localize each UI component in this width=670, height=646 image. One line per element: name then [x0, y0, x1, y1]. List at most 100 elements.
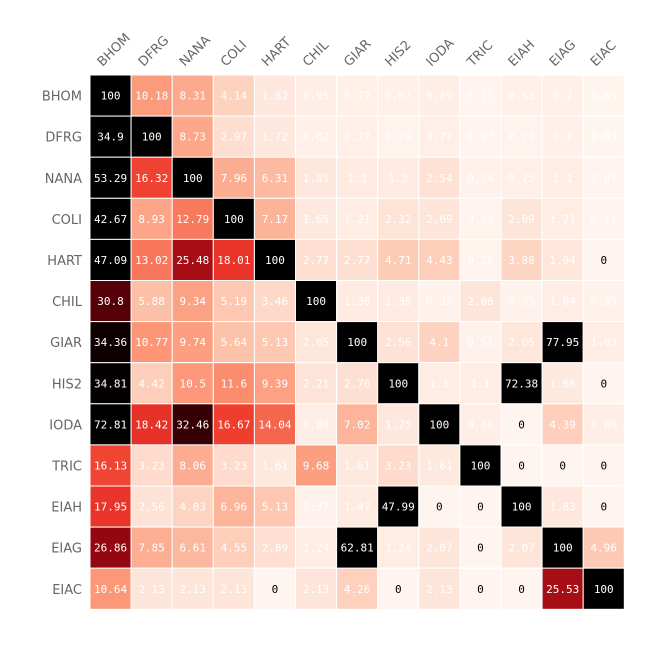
cell-value-label: 2.05	[508, 336, 535, 349]
x-tick-label: CHIL	[300, 38, 332, 70]
cell-value-label: 2.13	[303, 583, 330, 596]
cell-value-label: 0.7	[553, 131, 573, 144]
heatmap-cell	[89, 238, 132, 281]
cell-value-label: 7.17	[262, 213, 289, 226]
cell-value-label: 7.96	[221, 172, 248, 185]
cell-value-label: 2.56	[385, 336, 412, 349]
heatmap-cell	[418, 115, 461, 158]
heatmap-cell	[377, 362, 420, 405]
cell-value-label: 1.85	[303, 172, 330, 185]
y-tick-label: BHOM	[42, 90, 82, 105]
cell-value-label: 8.93	[138, 213, 165, 226]
heatmap-cell	[130, 238, 173, 281]
cell-value-label: 3.23	[138, 459, 165, 472]
cell-value-label: 1.24	[385, 542, 412, 555]
heatmap-cell	[130, 485, 173, 528]
heatmap-cell	[418, 197, 461, 240]
cell-value-label: 11.6	[221, 377, 248, 390]
heatmap-cell	[541, 526, 584, 569]
heatmap-cell	[377, 526, 420, 569]
heatmap-cell	[459, 444, 502, 487]
cell-value-label: 9.39	[262, 377, 289, 390]
heatmap-cell	[253, 444, 296, 487]
cell-value-label: 18.42	[135, 418, 168, 431]
cell-value-label: 9.34	[180, 295, 207, 308]
cell-value-label: 1.61	[344, 459, 371, 472]
cell-value-label: 8.73	[180, 131, 207, 144]
cell-value-label: 0.03	[591, 131, 618, 144]
cell-value-label: 10.64	[94, 583, 127, 596]
cell-value-label: 2.13	[426, 583, 453, 596]
heatmap-cell	[89, 321, 132, 364]
heatmap-cell	[253, 115, 296, 158]
cell-value-label: 0.28	[467, 254, 494, 267]
heatmap-cell	[541, 74, 584, 117]
heatmap-cell	[582, 321, 625, 364]
cell-value-label: 1.66	[549, 377, 576, 390]
cell-value-label: 62.81	[341, 542, 374, 555]
cell-value-label: 0.35	[591, 295, 618, 308]
cell-value-label: 0.11	[467, 90, 494, 103]
cell-value-label: 2.13	[138, 583, 165, 596]
heatmap-cell	[253, 567, 296, 610]
x-tick-label: BHOM	[95, 31, 134, 70]
heatmap-cell	[336, 115, 379, 158]
heatmap-cell	[336, 197, 379, 240]
cell-value-label: 0.77	[426, 131, 453, 144]
cell-value-label: 100	[512, 501, 532, 514]
heatmap-cell	[459, 156, 502, 199]
cell-value-label: 8.06	[180, 459, 207, 472]
heatmap-cell	[418, 280, 461, 323]
cell-value-label: 0	[477, 501, 484, 514]
heatmap-cell	[171, 238, 214, 281]
cell-value-label: 25.48	[176, 254, 209, 267]
cell-value-label: 12.79	[176, 213, 209, 226]
heatmap-cell	[212, 526, 255, 569]
cell-value-label: 0.05	[591, 90, 618, 103]
cell-value-label: 16.13	[94, 459, 127, 472]
heatmap-cell	[212, 403, 255, 446]
x-tick-label: NANA	[177, 33, 214, 70]
cell-value-label: 2.13	[180, 583, 207, 596]
cell-value-label: 0.07	[591, 172, 618, 185]
heatmap-cell	[541, 567, 584, 610]
heatmap-cell	[295, 444, 338, 487]
cell-value-label: 0.51	[467, 336, 494, 349]
cell-value-label: 10.18	[135, 90, 168, 103]
heatmap-cell	[253, 321, 296, 364]
cell-value-label: 0	[518, 459, 525, 472]
heatmap-cell	[212, 485, 255, 528]
cell-value-label: 1.1	[553, 172, 573, 185]
cell-value-label: 9.74	[180, 336, 207, 349]
cell-value-label: 0.89	[426, 90, 453, 103]
cell-value-label: 2.76	[344, 377, 371, 390]
cell-value-label: 16.32	[135, 172, 168, 185]
heatmap-cell	[89, 197, 132, 240]
cell-value-label: 1.21	[549, 213, 576, 226]
heatmap-cell	[130, 156, 173, 199]
heatmap-cell	[582, 362, 625, 405]
cell-value-label: 100	[347, 336, 367, 349]
cell-value-label: 0	[477, 583, 484, 596]
heatmap-cell	[582, 280, 625, 323]
heatmap-cell	[459, 74, 502, 117]
cell-value-label: 53.29	[94, 172, 127, 185]
heatmap-cell	[295, 115, 338, 158]
cell-value-label: 2.77	[344, 254, 371, 267]
cell-value-label: 100	[388, 377, 408, 390]
cell-value-label: 10.5	[180, 377, 207, 390]
heatmap-cell	[582, 567, 625, 610]
heatmap-cell	[541, 403, 584, 446]
y-tick-label: DFRG	[45, 131, 82, 146]
heatmap-cell	[89, 485, 132, 528]
cell-value-label: 3.23	[385, 459, 412, 472]
y-tick-label: EIAC	[52, 583, 82, 598]
heatmap-cell	[582, 156, 625, 199]
heatmap-cell	[336, 321, 379, 364]
heatmap-cell	[253, 156, 296, 199]
heatmap-cell	[295, 321, 338, 364]
cell-value-label: 7.02	[344, 418, 371, 431]
cell-value-label: 100	[306, 295, 326, 308]
cell-value-label: 34.36	[94, 336, 127, 349]
heatmap-cell	[295, 403, 338, 446]
